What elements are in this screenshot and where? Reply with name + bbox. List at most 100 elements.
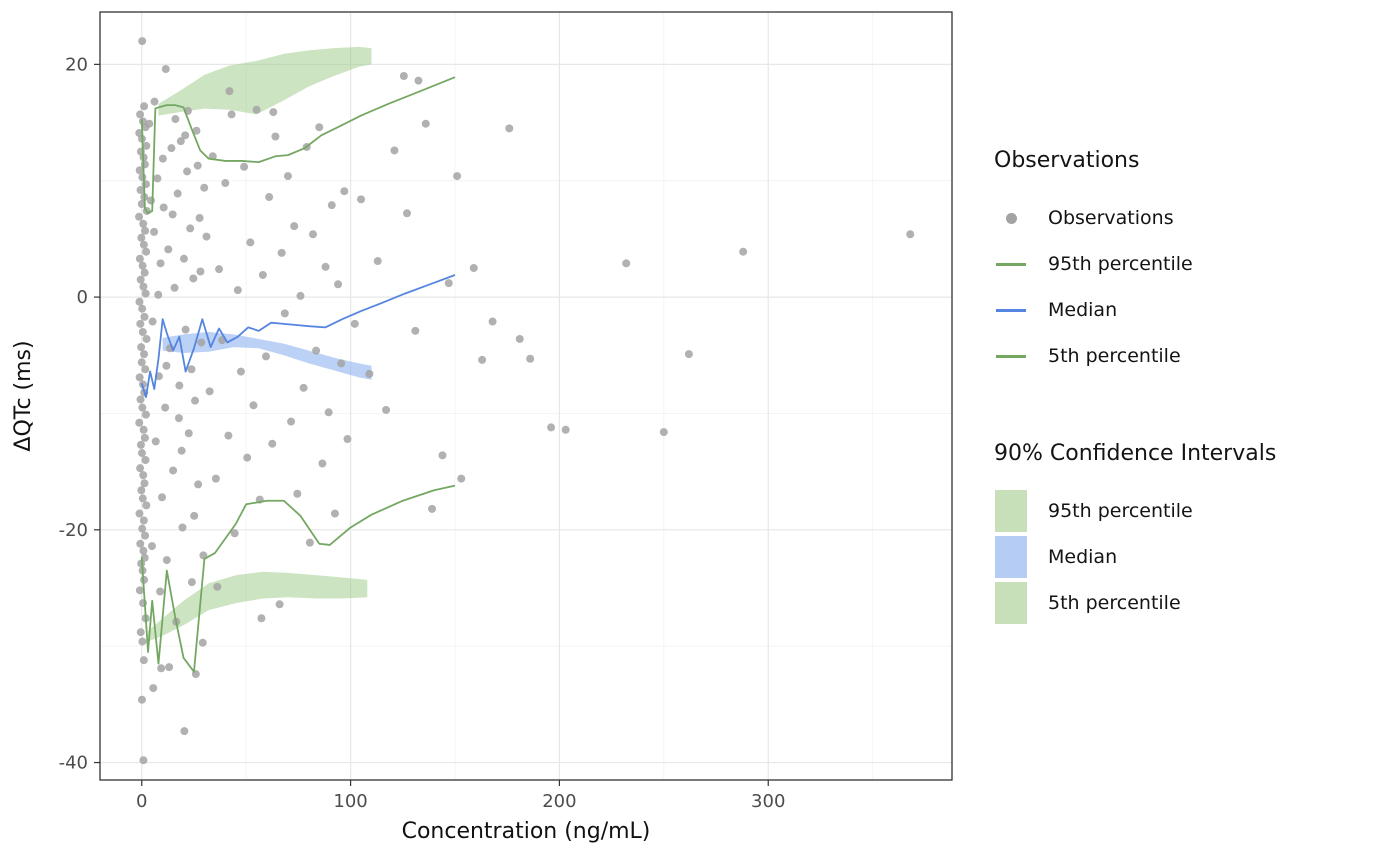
- observation-point: [215, 265, 224, 274]
- observation-point: [153, 174, 162, 183]
- observation-point: [193, 161, 202, 170]
- observation-point: [176, 137, 185, 146]
- legend-item-observations: Observations: [994, 195, 1400, 241]
- observation-point: [390, 146, 399, 155]
- observation-point: [148, 317, 157, 326]
- observation-point: [411, 326, 420, 335]
- observation-point: [174, 414, 183, 423]
- legend-item-label: 5th percentile: [1048, 345, 1181, 367]
- observation-point: [277, 248, 286, 257]
- observation-point: [175, 381, 184, 390]
- observation-point: [414, 76, 423, 85]
- observation-point: [178, 523, 187, 532]
- observation-point: [312, 346, 321, 355]
- observation-point: [197, 338, 206, 347]
- observation-point: [138, 37, 147, 46]
- observation-point: [198, 638, 207, 647]
- median-ribbon-key-icon: [995, 536, 1027, 578]
- observation-point: [453, 172, 462, 181]
- observation-point: [547, 423, 556, 432]
- legend-key: [994, 490, 1028, 532]
- observation-point: [135, 418, 144, 427]
- observation-point: [136, 440, 145, 449]
- legend-key: [994, 212, 1028, 224]
- observation-point: [515, 334, 524, 343]
- observation-point: [141, 365, 150, 374]
- observation-point: [684, 350, 693, 359]
- observation-point: [137, 343, 146, 352]
- observation-point: [136, 275, 145, 284]
- observation-point: [243, 453, 252, 462]
- observation-point: [189, 274, 198, 283]
- observation-point: [169, 466, 178, 475]
- observation-point: [265, 193, 274, 202]
- observation-point: [184, 429, 193, 438]
- observation-point: [139, 425, 148, 434]
- legend-item-median-line: Median: [994, 287, 1400, 333]
- legend-key: [994, 536, 1028, 578]
- ribbon: [148, 571, 368, 642]
- observation-point: [135, 166, 144, 175]
- observation-point: [488, 317, 497, 326]
- observation-point: [137, 449, 146, 458]
- observation-point: [290, 222, 299, 231]
- ribbon: [162, 332, 372, 380]
- y-tick-label: 0: [77, 287, 88, 308]
- legend-item-label: Median: [1048, 299, 1118, 321]
- legend-item-95th-percentile-line: 95th percentile: [994, 241, 1400, 287]
- observation-point: [135, 254, 144, 263]
- observation-point: [421, 119, 430, 128]
- legend-group-observations: Observations Observations 95th percentil…: [994, 148, 1400, 379]
- panel-border: [99, 11, 953, 781]
- legend-key: [994, 354, 1028, 358]
- legend-item-label: Median: [1048, 546, 1118, 568]
- x-tick-label: 100: [333, 791, 367, 812]
- observation-point: [246, 238, 255, 247]
- observation-point: [271, 132, 280, 141]
- observation-point: [444, 279, 453, 288]
- observation-point: [136, 319, 145, 328]
- observation-point: [561, 425, 570, 434]
- observation-point: [340, 187, 349, 196]
- observation-point: [194, 480, 203, 489]
- observation-point: [171, 115, 180, 124]
- p5-ribbon-key-icon: [995, 582, 1027, 624]
- observation-point: [170, 283, 179, 292]
- observation-point: [659, 428, 668, 437]
- observation-point: [139, 546, 148, 555]
- series-line: [140, 76, 456, 215]
- observation-point: [149, 684, 158, 693]
- percentile-lines-layer: [140, 76, 456, 673]
- grid-layer: [100, 12, 952, 780]
- legend-item-5th-percentile-line: 5th percentile: [994, 333, 1400, 379]
- observation-point: [161, 65, 170, 74]
- observation-point: [142, 501, 151, 510]
- observation-point: [269, 108, 278, 117]
- observation-point: [140, 268, 149, 277]
- observation-point: [162, 361, 171, 370]
- observation-point: [183, 167, 192, 176]
- observation-point: [233, 286, 242, 295]
- observations-layer: [135, 37, 915, 765]
- observation-point: [154, 290, 163, 299]
- observation-point: [478, 355, 487, 364]
- legend-key: [994, 582, 1028, 624]
- observation-point: [142, 141, 151, 150]
- observation-point: [162, 556, 171, 565]
- observation-point: [180, 727, 189, 736]
- observation-point: [221, 179, 230, 188]
- legend-item-5th-percentile-ci: 5th percentile: [994, 580, 1400, 626]
- observation-point: [136, 186, 145, 195]
- observation-point: [135, 586, 144, 595]
- observation-point: [136, 395, 145, 404]
- observation-point: [622, 259, 631, 268]
- observation-point: [141, 531, 150, 540]
- observation-point: [287, 417, 296, 426]
- observation-point: [165, 663, 174, 672]
- observation-point: [140, 102, 149, 111]
- observation-point: [526, 354, 535, 363]
- observation-point: [161, 403, 170, 412]
- observation-point: [137, 233, 146, 242]
- observation-point: [402, 209, 411, 218]
- legend-item-95th-percentile-ci: 95th percentile: [994, 488, 1400, 534]
